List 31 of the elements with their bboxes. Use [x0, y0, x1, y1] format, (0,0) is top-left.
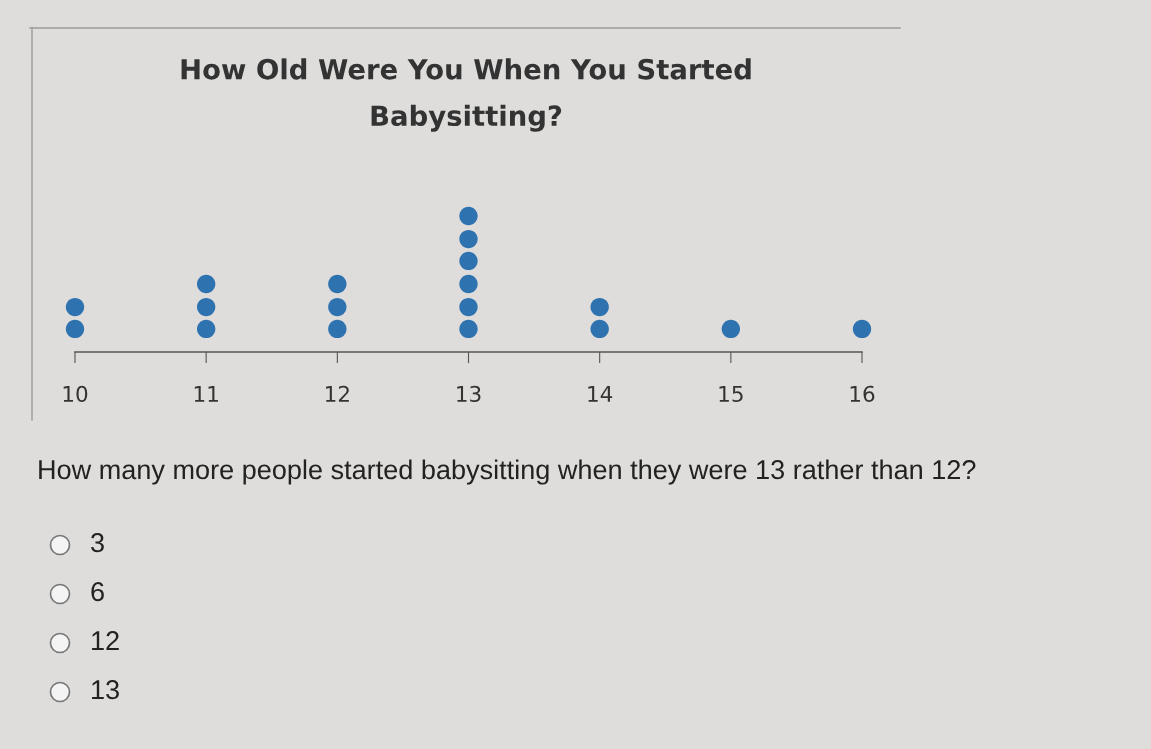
x-tick-label: 12: [326, 385, 349, 402]
point: [328, 297, 347, 317]
text: How many more people started babysitting when they were 13 rather than 12?: [39, 459, 976, 485]
point: [852, 319, 872, 339]
x-tick-label: 13: [457, 385, 481, 402]
point: [459, 251, 478, 271]
text: 13: [92, 680, 119, 700]
point: [328, 319, 347, 339]
x-tick-label: 14: [588, 386, 613, 402]
point: [459, 229, 478, 249]
text: 3: [91, 533, 104, 553]
text: 12: [92, 631, 119, 650]
x-tick-label: 11: [194, 386, 218, 402]
point: [65, 297, 85, 317]
point: [65, 319, 85, 339]
point: [459, 274, 478, 294]
point: [459, 297, 478, 317]
x-tick-label: 15: [719, 386, 743, 402]
x-tick-label: 10: [63, 385, 88, 402]
point: [196, 274, 216, 294]
point: [459, 319, 478, 339]
point: [590, 297, 609, 317]
point: [459, 206, 478, 226]
text: 6: [91, 582, 104, 602]
point: [590, 319, 609, 339]
point: [196, 297, 216, 317]
point: [196, 319, 216, 339]
point: [721, 319, 741, 339]
chart-title: How Old Were You When You Started Babysitting?: [181, 58, 751, 132]
x-tick-label: 16: [850, 385, 875, 402]
point: [328, 274, 347, 294]
